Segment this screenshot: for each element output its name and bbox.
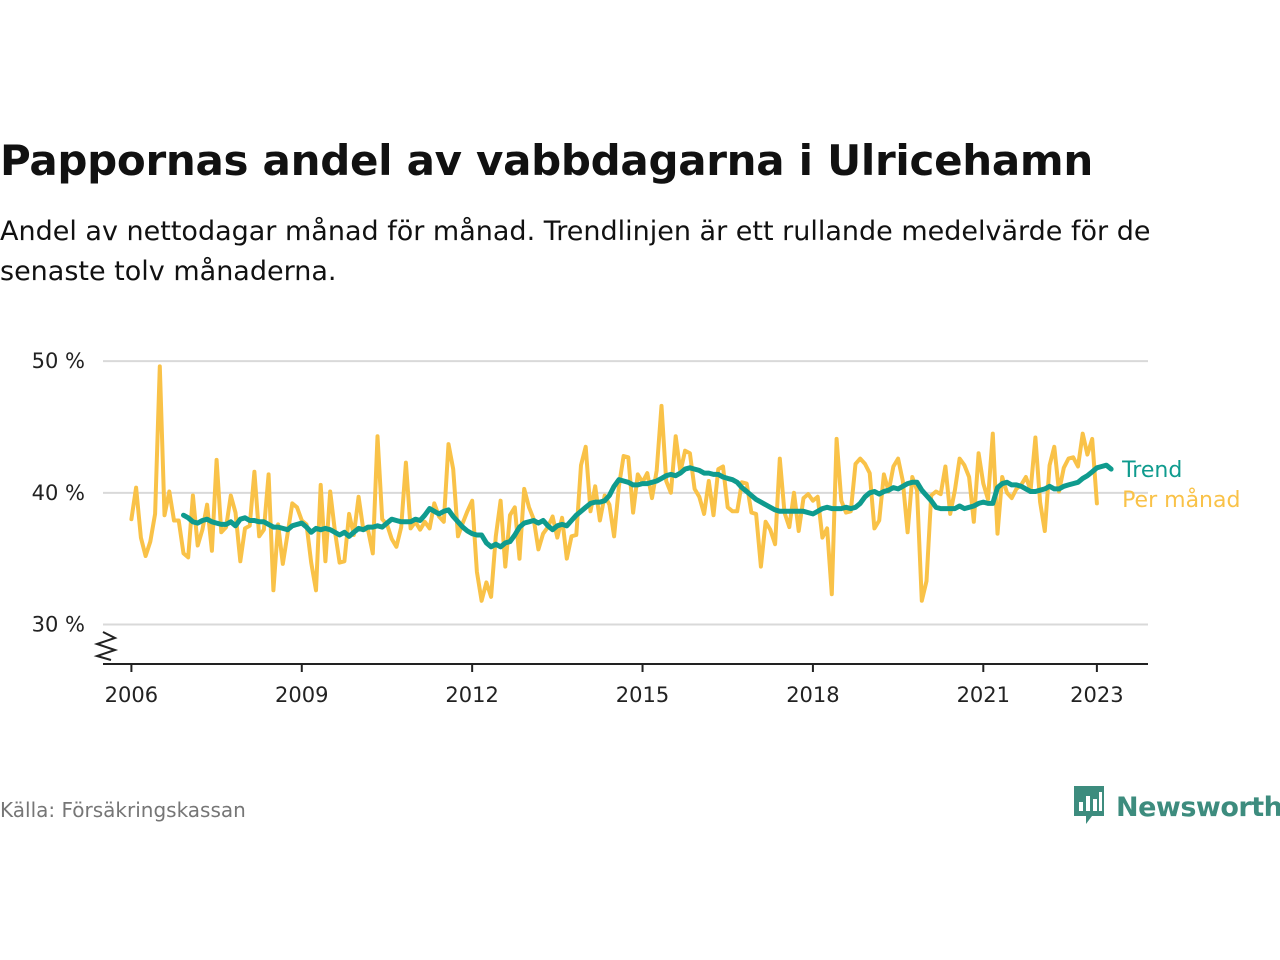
series-line-trend	[181, 462, 1114, 550]
x-tick-label: 2023	[1070, 683, 1123, 707]
x-tick-label: 2012	[445, 683, 498, 707]
y-tick-label: 30 %	[32, 613, 85, 637]
axis-break-icon	[93, 631, 119, 661]
chart-subtitle: Andel av nettodagar månad för månad. Tre…	[0, 216, 1151, 287]
y-tick-label: 40 %	[32, 481, 85, 505]
x-axis-tick-labels: 2006 2009 2012 2015 2018 2021 2023	[105, 664, 1124, 707]
y-axis-tick-labels: 30 % 40 % 50 %	[32, 349, 85, 636]
x-tick-label: 2015	[616, 683, 669, 707]
grid-lines	[103, 360, 1148, 626]
series-lines	[129, 364, 1114, 603]
x-axis	[93, 631, 1148, 665]
x-tick-label: 2009	[275, 683, 328, 707]
brand-name: Newsworthy	[1116, 791, 1280, 823]
newsworthy-logo-icon	[1072, 784, 1106, 830]
x-tick-label: 2018	[786, 683, 839, 707]
chart-title: Pappornas andel av vabbdagarna i Ulriceh…	[0, 136, 1093, 185]
source-note: Källa: Försäkringskassan	[0, 798, 246, 822]
x-tick-label: 2006	[105, 683, 158, 707]
brand-logo: Newsworthy	[1072, 784, 1280, 830]
x-tick-label: 2021	[957, 683, 1010, 707]
series-line-per-manad	[129, 364, 1099, 603]
line-chart: 30 % 40 % 50 % 2006 2009 2012 2015 2018 2021 202…	[32, 349, 1241, 707]
series-label-trend: Trend	[1121, 458, 1182, 483]
series-end-labels: Trend Per månad	[1121, 458, 1240, 513]
y-tick-label: 50 %	[32, 349, 85, 373]
series-label-per-manad: Per månad	[1122, 487, 1240, 513]
